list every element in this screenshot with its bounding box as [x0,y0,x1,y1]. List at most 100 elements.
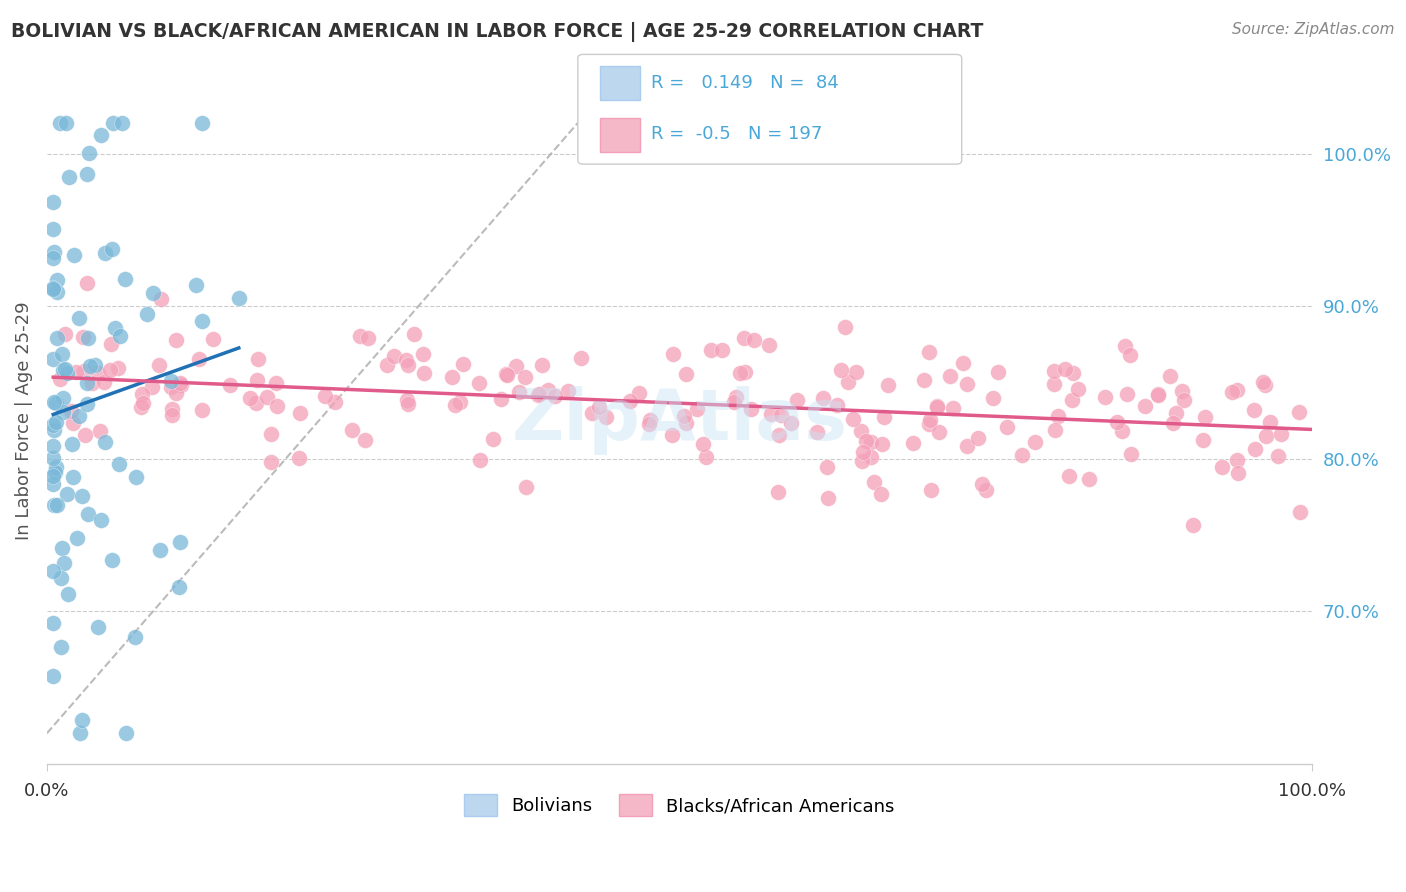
Point [1060,393,1083,408]
Point [76,276,98,290]
Point [188,352,211,367]
Point [141,380,163,394]
Point [723,394,745,409]
Point [76,331,98,345]
Point [165,333,187,347]
Point [396,396,419,410]
Point [104,320,127,334]
Point [165,386,187,401]
Point [49,640,72,654]
Point [920,412,942,426]
Point [830,362,852,376]
Point [44,465,66,479]
Point [768,428,790,442]
Point [45,415,67,429]
Point [851,424,873,438]
Point [76,167,98,181]
Point [662,347,685,361]
Point [508,385,530,400]
Point [1119,348,1142,362]
Point [67,409,90,423]
Point [169,376,191,390]
Point [160,408,183,422]
Point [42,438,65,452]
Point [1243,402,1265,417]
Point [94,246,117,260]
Point [48,372,70,386]
Point [42,222,65,236]
Point [52,405,75,419]
Point [45,285,67,299]
Point [443,398,465,412]
Point [859,434,882,449]
Point [132,395,155,409]
Point [825,398,848,412]
Point [515,480,537,494]
Point [100,337,122,351]
Point [862,475,884,490]
Point [167,581,190,595]
Point [266,400,288,414]
Point [495,368,517,383]
Point [628,386,651,401]
Point [70,713,93,727]
Point [45,396,67,410]
Point [44,244,66,259]
Point [394,352,416,367]
Point [51,347,73,361]
Point [51,571,73,585]
Point [927,400,949,414]
Point [495,367,517,381]
Point [72,330,94,344]
Point [218,377,240,392]
Point [45,498,67,512]
Point [779,416,801,430]
Point [66,531,89,545]
Point [638,413,661,427]
Point [1251,376,1274,390]
Point [357,330,380,344]
Point [1011,448,1033,462]
Point [938,368,960,383]
Point [42,351,65,366]
Point [872,437,894,451]
Point [1024,434,1046,449]
Point [87,367,110,381]
Point [42,194,65,209]
Point [42,564,65,578]
Point [1062,366,1084,380]
Point [1244,442,1267,456]
Point [190,314,212,328]
Point [93,376,115,390]
Point [67,311,90,326]
Point [1171,384,1194,398]
Point [527,387,550,401]
Point [1133,399,1156,413]
Point [491,392,513,407]
Point [1226,383,1249,397]
Point [264,376,287,391]
Point [695,450,717,464]
Point [42,450,65,465]
Point [76,397,98,411]
Point [129,401,152,415]
Point [53,556,76,570]
Point [184,278,207,293]
Point [62,417,84,431]
Point [870,487,893,501]
Point [956,376,979,391]
Point [60,403,83,417]
Point [148,358,170,372]
Point [686,401,709,416]
Point [1121,447,1143,461]
Point [692,437,714,451]
Point [247,352,270,367]
Point [160,380,183,394]
Point [1211,460,1233,475]
Point [860,450,883,464]
Point [63,248,86,262]
Point [412,347,434,361]
Point [537,383,560,397]
Point [1042,376,1064,391]
Text: R =   0.149   N =  84: R = 0.149 N = 84 [651,73,839,92]
